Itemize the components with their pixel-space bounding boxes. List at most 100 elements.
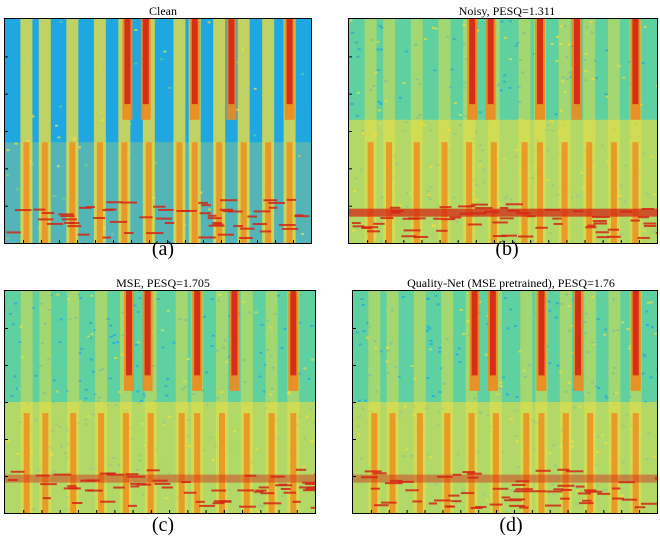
noise-speck	[589, 20, 593, 23]
noise-speck	[253, 87, 257, 90]
noise-speck	[591, 78, 595, 81]
noise-speck	[408, 51, 412, 54]
harmonic-streak	[281, 227, 299, 230]
axis-tick	[349, 205, 352, 207]
harmonic-streak	[268, 201, 285, 204]
noise-speck	[418, 82, 422, 85]
harmonic-streak	[460, 492, 475, 495]
noise-speck	[424, 37, 428, 40]
noise-speck	[605, 49, 609, 52]
noise-speck	[494, 394, 498, 397]
axis-tick	[512, 240, 514, 243]
noise-speck	[372, 85, 376, 88]
noise-speck	[299, 186, 303, 189]
harmonic-streak	[436, 229, 448, 232]
harmonic-streak	[199, 212, 211, 215]
noise-speck	[9, 312, 13, 315]
spectrogram-background	[5, 19, 311, 243]
noise-speck	[59, 318, 63, 321]
axis-tick	[349, 131, 352, 132]
harmonic-streak	[72, 502, 83, 505]
noise-speck	[242, 359, 246, 362]
noise-speck	[136, 390, 140, 393]
noise-speck	[416, 116, 420, 119]
harmonic-streak	[373, 222, 385, 225]
harmonic-streak	[80, 479, 96, 482]
noise-speck	[431, 395, 435, 398]
noise-speck	[300, 73, 304, 76]
speech-band-core	[521, 142, 528, 243]
noise-speck	[369, 88, 373, 91]
harmonic-streak	[207, 214, 217, 217]
noise-speck	[135, 364, 139, 367]
noise-speck	[389, 383, 393, 386]
noise-speck	[503, 74, 507, 77]
noise-speck	[163, 50, 167, 53]
harmonic-streak	[247, 215, 257, 218]
axis-tick	[41, 510, 43, 513]
noise-speck	[169, 368, 173, 371]
noise-speck	[612, 298, 616, 301]
noise-speck	[554, 316, 558, 319]
formant-stripe-core	[231, 291, 238, 376]
noise-speck	[508, 86, 512, 89]
formant-stripe-core	[286, 19, 293, 105]
noise-speck	[311, 358, 315, 361]
noise-speck	[269, 355, 273, 358]
harmonic-streak	[253, 210, 271, 213]
noise-speck	[596, 318, 600, 321]
noise-speck	[97, 396, 101, 399]
harmonic-streak	[389, 206, 401, 209]
harmonic-streak	[102, 209, 114, 212]
harmonic-streak	[146, 232, 164, 235]
noise-speck	[43, 322, 47, 325]
noise-speck	[5, 360, 9, 363]
noise-speck	[59, 105, 63, 108]
harmonic-streak	[606, 235, 621, 238]
noise-speck	[68, 318, 72, 321]
noise-speck	[57, 136, 61, 139]
noise-speck	[183, 385, 187, 388]
axis-tick	[96, 510, 98, 513]
harmonic-streak	[634, 506, 646, 509]
speech-band-core	[367, 142, 374, 243]
panel-label: (d)	[499, 514, 523, 536]
noise-speck	[83, 354, 87, 357]
noise-speck	[236, 108, 240, 111]
noise-speck	[84, 28, 88, 31]
noise-speck	[621, 321, 625, 324]
noise-speck	[513, 89, 517, 92]
harmonic-streak	[584, 489, 597, 492]
noise-speck	[429, 339, 433, 342]
speech-band-core	[610, 142, 617, 243]
noise-speck	[452, 38, 456, 41]
noise-speck	[187, 340, 191, 343]
harmonic-streak	[268, 206, 278, 209]
noise-speck	[101, 368, 105, 371]
noise-speck	[563, 25, 567, 28]
speech-band-core	[523, 413, 530, 513]
axis-tick	[132, 510, 134, 513]
noise-speck	[565, 56, 569, 59]
harmonic-streak	[283, 491, 296, 494]
noise-speck	[6, 174, 10, 177]
noise-speck	[646, 301, 650, 304]
noise-speck	[424, 22, 428, 25]
noise-speck	[376, 394, 380, 397]
noise-speck	[357, 48, 361, 51]
noise-speck	[413, 43, 417, 46]
noise-speck	[555, 59, 559, 62]
harmonic-streak	[612, 497, 625, 500]
noise-speck	[604, 328, 608, 331]
harmonic-streak	[441, 218, 456, 221]
speech-band-core	[416, 413, 423, 513]
harmonic-streak	[607, 228, 620, 231]
noise-speck	[460, 384, 464, 387]
noise-speck	[258, 375, 262, 378]
noise-speck	[376, 339, 380, 342]
noise-speck	[132, 59, 136, 62]
noise-speck	[629, 395, 633, 398]
noise-speck	[430, 306, 434, 309]
noise-speck	[267, 315, 271, 318]
axis-tick	[370, 510, 372, 513]
